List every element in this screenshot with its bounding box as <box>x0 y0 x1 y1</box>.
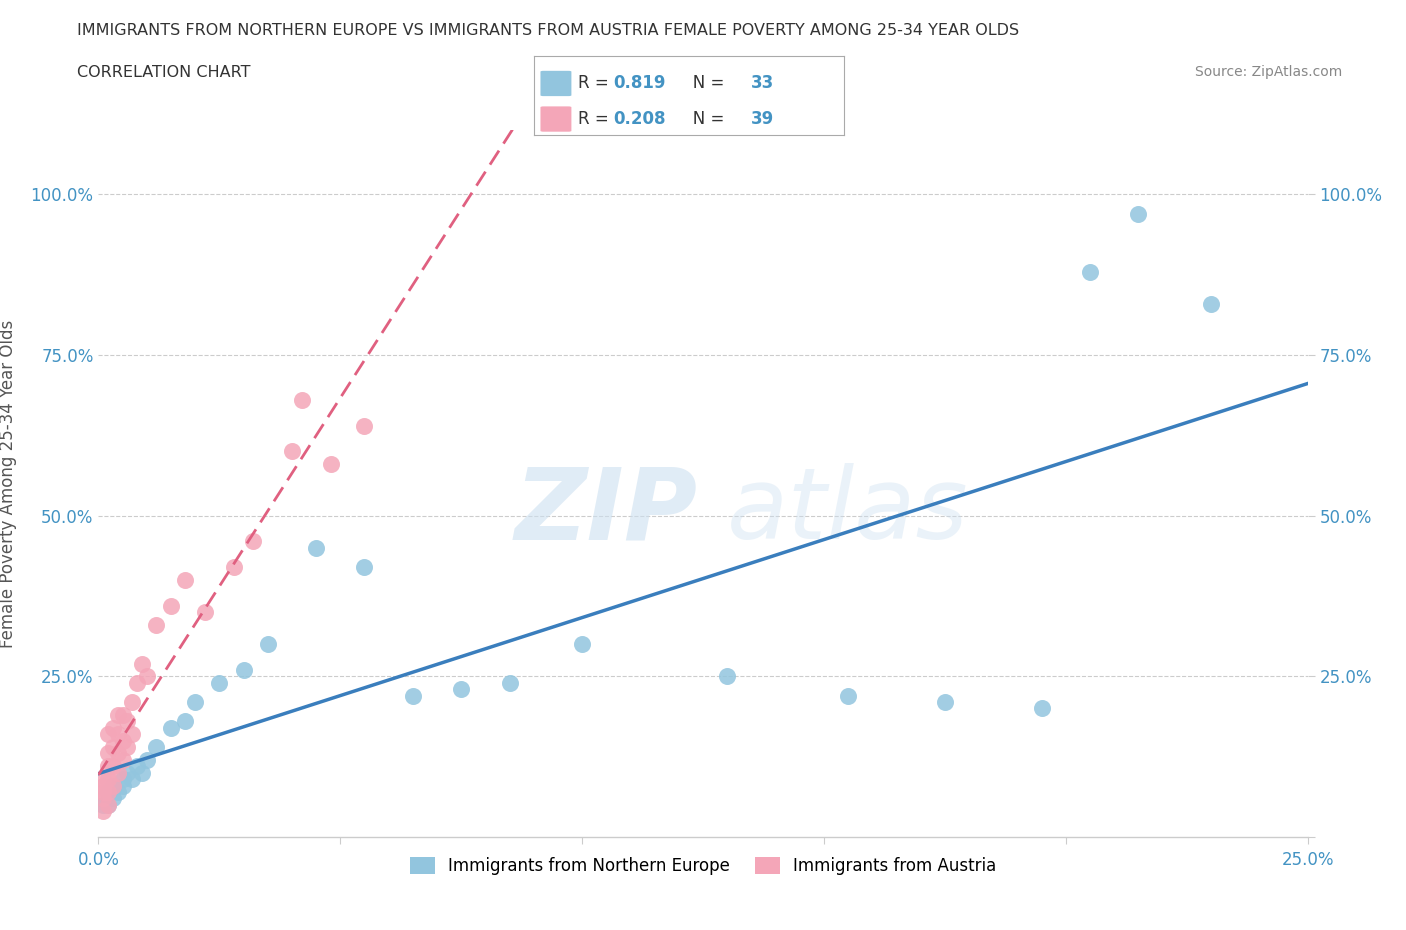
Point <box>97 759 120 774</box>
Point <box>97 726 120 741</box>
Point <box>256 637 278 652</box>
Point <box>97 797 120 812</box>
Point <box>117 714 139 729</box>
Point <box>91 785 114 800</box>
Point <box>127 675 149 690</box>
Text: Source: ZipAtlas.com: Source: ZipAtlas.com <box>1195 65 1343 79</box>
Point <box>91 791 114 806</box>
Point <box>571 637 593 652</box>
Point <box>242 534 264 549</box>
Point <box>117 765 139 780</box>
Point <box>97 785 120 800</box>
Point <box>145 739 167 754</box>
Point <box>135 669 157 684</box>
Point <box>91 772 114 787</box>
Point <box>1031 701 1053 716</box>
Point <box>160 598 183 613</box>
Point <box>91 797 114 812</box>
Point <box>232 662 254 677</box>
Point <box>111 708 134 723</box>
Point <box>305 540 328 555</box>
Point <box>121 695 143 710</box>
Point <box>111 733 134 748</box>
Point <box>97 785 120 800</box>
Point <box>101 721 124 736</box>
FancyBboxPatch shape <box>540 106 571 132</box>
Point <box>91 804 114 818</box>
Point <box>101 778 124 793</box>
Point <box>107 708 129 723</box>
Point <box>934 695 956 710</box>
Point <box>101 739 124 754</box>
Point <box>107 785 129 800</box>
Point <box>97 746 120 761</box>
Text: N =: N = <box>676 74 730 92</box>
Point <box>1199 297 1222 312</box>
Text: CORRELATION CHART: CORRELATION CHART <box>77 65 250 80</box>
Point <box>290 392 312 407</box>
Point <box>107 765 129 780</box>
Point <box>107 726 129 741</box>
Point <box>107 746 129 761</box>
Point <box>131 765 153 780</box>
Point <box>837 688 859 703</box>
Point <box>97 797 120 812</box>
Point <box>450 682 472 697</box>
Point <box>135 752 157 767</box>
Point <box>208 675 231 690</box>
Text: 0.819: 0.819 <box>613 74 665 92</box>
Point <box>1128 206 1150 221</box>
Point <box>121 772 143 787</box>
Point <box>127 759 149 774</box>
Point <box>111 778 134 793</box>
Point <box>131 656 153 671</box>
Point <box>353 418 375 433</box>
Y-axis label: Female Poverty Among 25-34 Year Olds: Female Poverty Among 25-34 Year Olds <box>0 320 17 647</box>
Text: R =: R = <box>578 110 613 128</box>
Point <box>101 759 124 774</box>
Text: 39: 39 <box>751 110 775 128</box>
Point <box>402 688 425 703</box>
Point <box>117 739 139 754</box>
Text: R =: R = <box>578 74 613 92</box>
Text: ZIP: ZIP <box>515 463 697 561</box>
Point <box>716 669 738 684</box>
Point <box>111 772 134 787</box>
Point <box>91 778 114 793</box>
Text: 0.208: 0.208 <box>613 110 665 128</box>
Point <box>194 604 217 619</box>
Point <box>174 573 197 588</box>
Text: 33: 33 <box>751 74 775 92</box>
FancyBboxPatch shape <box>540 71 571 96</box>
Point <box>145 618 167 632</box>
Point <box>111 752 134 767</box>
Point <box>101 778 124 793</box>
Point <box>184 695 207 710</box>
Point <box>121 726 143 741</box>
Point <box>1078 264 1101 279</box>
Point <box>353 560 375 575</box>
Text: IMMIGRANTS FROM NORTHERN EUROPE VS IMMIGRANTS FROM AUSTRIA FEMALE POVERTY AMONG : IMMIGRANTS FROM NORTHERN EUROPE VS IMMIG… <box>77 23 1019 38</box>
Point <box>174 714 197 729</box>
Point <box>319 457 342 472</box>
Legend: Immigrants from Northern Europe, Immigrants from Austria: Immigrants from Northern Europe, Immigra… <box>404 850 1002 882</box>
Point <box>97 772 120 787</box>
Point <box>160 721 183 736</box>
Point <box>222 560 245 575</box>
Text: atlas: atlas <box>727 463 969 561</box>
Text: N =: N = <box>676 110 730 128</box>
Point <box>101 791 124 806</box>
Point <box>281 444 304 458</box>
Point <box>498 675 520 690</box>
